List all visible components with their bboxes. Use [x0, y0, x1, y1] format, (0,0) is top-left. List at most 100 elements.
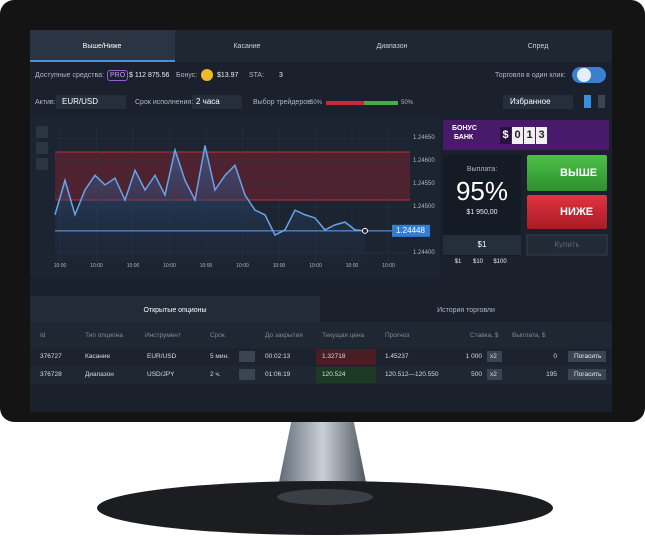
preset[interactable]: $10: [472, 259, 484, 265]
bottom-tab-active[interactable]: [30, 296, 320, 322]
tab[interactable]: Касание: [233, 43, 261, 50]
label: Актив:: [35, 99, 56, 106]
cell: x2: [490, 371, 497, 378]
cell: x2: [490, 353, 497, 360]
favorites-select[interactable]: [503, 95, 573, 109]
close-button[interactable]: [568, 351, 606, 362]
price-down-cell: [316, 349, 376, 365]
column-header: Ставка, $: [470, 332, 499, 339]
column-header: До закрытия: [265, 332, 303, 339]
current-tag: [392, 224, 430, 237]
price-area: [55, 145, 365, 262]
cell: 5 мин.: [210, 353, 229, 360]
digit-box: [524, 127, 535, 144]
digit-box: [500, 127, 511, 144]
bonus: $13.97: [217, 72, 239, 79]
digit: 1: [526, 129, 533, 141]
percent: 50%: [401, 100, 414, 106]
up-label[interactable]: ВЫШЕ: [560, 167, 598, 179]
up-button[interactable]: [527, 155, 607, 191]
column-header: Текущая цена: [322, 332, 365, 339]
cell: 500: [471, 371, 482, 378]
bottom-tab-label[interactable]: История торговли: [437, 307, 495, 314]
promo-title: БАНК: [454, 134, 474, 141]
preset[interactable]: $100: [493, 259, 507, 265]
label: Доступные средства:: [35, 72, 104, 79]
extend-button[interactable]: [239, 369, 255, 380]
y-tick-label: 1.24400: [413, 249, 435, 256]
traders-up-bar: [364, 101, 398, 105]
payout: 95%: [455, 176, 509, 206]
buy-button[interactable]: [526, 234, 608, 256]
column-header: Срок: [210, 332, 225, 339]
cell: 120.512—120.550: [385, 371, 439, 378]
x-tick-label: 10:00: [382, 263, 395, 269]
traders-down-bar: [326, 101, 386, 105]
cell: USD/JPY: [147, 371, 175, 378]
tool-bars[interactable]: [36, 142, 48, 154]
current-price: 1.24448: [396, 225, 425, 235]
price-up-cell: [316, 367, 376, 383]
buy-label[interactable]: Купить: [554, 240, 580, 249]
amount-input[interactable]: [443, 235, 521, 255]
active-tab[interactable]: [30, 30, 175, 62]
y-tick-label: 1.24650: [413, 135, 435, 142]
bottom-tab[interactable]: [320, 296, 612, 322]
down-button[interactable]: [527, 195, 607, 229]
x-tick-label: 10:00: [272, 263, 286, 269]
y-tick-label: 1.24600: [413, 158, 435, 165]
down-label[interactable]: НИЖЕ: [560, 206, 594, 218]
tab[interactable]: Выше/Ниже: [82, 43, 122, 50]
tool-line[interactable]: [36, 126, 48, 138]
stand-neck: [277, 418, 368, 492]
digit: 0: [514, 129, 521, 141]
x-tick-label: 10:00: [163, 263, 176, 269]
column-header: Тип опциона: [85, 332, 123, 339]
preset[interactable]: $1: [454, 259, 462, 265]
asset-select[interactable]: [56, 95, 126, 109]
current-dot: [362, 227, 368, 234]
x-tick-label: 10:00: [53, 263, 67, 269]
label: STA:: [249, 72, 265, 79]
cell: EUR/USD: [147, 353, 177, 360]
bookmark[interactable]: [584, 95, 591, 108]
digit-box: [512, 127, 523, 144]
extend-button[interactable]: [239, 351, 255, 362]
sta: 3: [279, 72, 283, 79]
cell: 376728: [40, 371, 62, 378]
close-label[interactable]: Погасить: [574, 371, 602, 378]
x-tick-label: 10:00: [90, 263, 103, 269]
stand-base: [97, 481, 553, 535]
bonus-coin: [201, 69, 213, 81]
table-header: [30, 322, 612, 348]
bottom-tab-label[interactable]: Открытые опционы: [143, 307, 207, 314]
expiry[interactable]: 2 часа: [196, 97, 220, 106]
label: Выплата:: [466, 166, 498, 173]
tab[interactable]: Диапазон: [376, 43, 408, 50]
digit: 3: [538, 129, 545, 141]
percent: 50%: [310, 100, 323, 106]
amount[interactable]: $1: [477, 240, 487, 249]
label: Бонус:: [176, 72, 198, 79]
expiry-select[interactable]: [192, 95, 242, 109]
close-button[interactable]: [568, 369, 606, 380]
cell: 1.32718: [322, 353, 346, 360]
label: Торговля в один клик:: [495, 72, 566, 79]
column-header: Инструмент: [145, 332, 181, 339]
tab[interactable]: Спред: [527, 43, 549, 50]
cell: 376727: [40, 353, 62, 360]
cell: 1.45237: [385, 353, 409, 360]
cell: 1 000: [465, 353, 482, 360]
multiplier-box: [487, 369, 502, 380]
close-label[interactable]: Погасить: [574, 353, 602, 360]
cell: 120.524: [322, 371, 346, 378]
funds: $ 112 875.56: [129, 72, 170, 79]
y-tick-label: 1.24550: [413, 181, 435, 188]
favorites[interactable]: Избранное: [510, 97, 551, 106]
tool-candles[interactable]: [36, 158, 48, 170]
asset[interactable]: EUR/USD: [62, 97, 99, 106]
bookmark[interactable]: [598, 95, 605, 108]
tab-underline: [30, 60, 175, 62]
pro-badge: PRO: [107, 70, 129, 81]
